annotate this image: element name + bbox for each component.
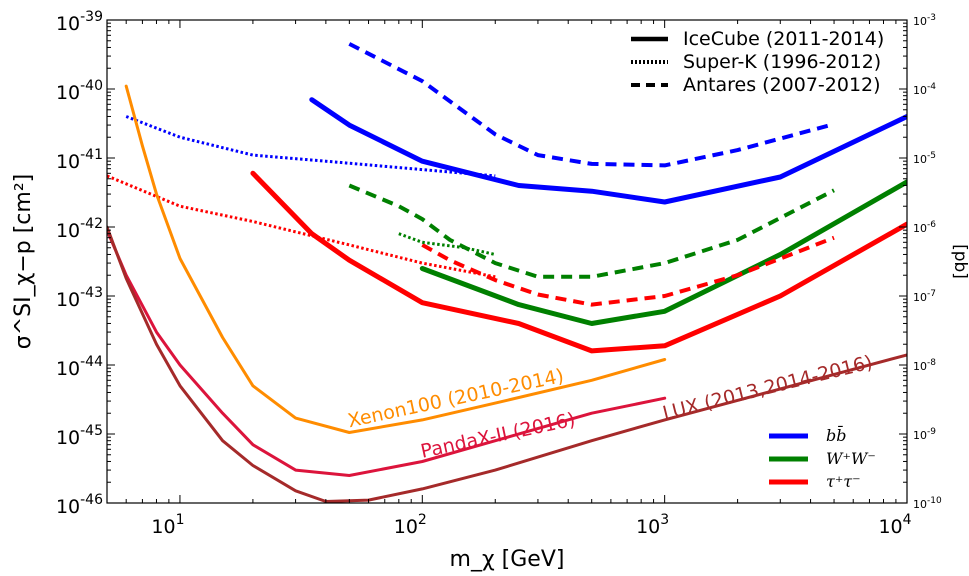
- legend-channel-label: bb̄: [826, 424, 846, 445]
- y-right-tick-label-base: 10: [913, 222, 927, 235]
- y-tick-label-exponent: -45: [80, 423, 103, 439]
- y-tick-label-base: 10: [56, 151, 80, 173]
- x-tick-label-exponent: 2: [418, 512, 427, 528]
- series-line-3: [348, 42, 835, 168]
- series-line-7: [107, 174, 496, 279]
- y-right-tick-label-exponent: -4: [927, 82, 936, 92]
- x-tick-label: 102: [394, 512, 427, 538]
- y-right-tick-label-base: 10: [913, 498, 927, 511]
- y-tick-label: 10-40: [56, 78, 103, 104]
- y-right-tick-label-exponent: -10: [927, 496, 942, 506]
- y-tick-label: 10-45: [56, 423, 103, 449]
- y-right-tick-label-exponent: -9: [927, 427, 936, 437]
- plot-frame: [106, 19, 908, 504]
- y-tick-label-exponent: -46: [80, 492, 103, 508]
- y-right-tick-label-exponent: -7: [927, 289, 936, 299]
- y-right-tick-label: 10-3: [913, 13, 936, 28]
- legend-layer: IceCube (2011-2014)Super-K (1996-2012)An…: [631, 28, 884, 491]
- x-tick-label-exponent: 1: [176, 512, 185, 528]
- y-tick-label-exponent: -42: [80, 216, 103, 232]
- x-tick-label-exponent: 3: [660, 512, 669, 528]
- y-right-tick-label: 10-5: [913, 151, 936, 166]
- y-right-tick-label: 10-9: [913, 427, 936, 442]
- annotation-label: LUX (2013,2014-2016): [661, 351, 875, 424]
- y-tick-label: 10-42: [56, 216, 103, 242]
- axes-layer: [106, 19, 908, 504]
- y-right-tick-label: 10-6: [913, 220, 936, 235]
- series-line-0: [309, 97, 907, 205]
- legend-style-label: Super-K (1996-2012): [683, 51, 881, 73]
- y-right-tick-label-base: 10: [913, 429, 927, 442]
- y-tick-label: 10-39: [56, 9, 103, 35]
- y-tick-label-base: 10: [56, 13, 80, 35]
- y-tick-label-base: 10: [56, 427, 80, 449]
- y-right-tick-label-exponent: -6: [927, 220, 936, 230]
- x-tick-label: 104: [878, 512, 911, 538]
- x-tick-label: 101: [151, 512, 184, 538]
- x-tick-label: 103: [636, 512, 669, 538]
- y-tick-label-exponent: -39: [80, 9, 103, 25]
- series-line-1: [419, 179, 907, 326]
- y-tick-label-base: 10: [56, 496, 80, 518]
- series-line-8: [398, 232, 496, 256]
- y-right-tick-label-base: 10: [913, 153, 927, 166]
- series-line-2: [250, 170, 907, 354]
- y-right-tick-label-base: 10: [913, 360, 927, 373]
- x-tick-label-base: 10: [878, 516, 902, 538]
- y-tick-label-base: 10: [56, 220, 80, 242]
- series-line-10: [107, 228, 667, 477]
- y-tick-label-base: 10: [56, 358, 80, 380]
- legend-channel-label: W⁺W⁻: [826, 449, 876, 468]
- y-tick-label-exponent: -43: [80, 285, 103, 301]
- y-tick-label-exponent: -44: [80, 354, 103, 370]
- x-tick-label-base: 10: [394, 516, 418, 538]
- series-line-4: [348, 183, 835, 279]
- y-right-tick-label: 10-7: [913, 289, 936, 304]
- y-tick-label: 10-41: [56, 147, 103, 173]
- x-tick-label-base: 10: [636, 516, 660, 538]
- y-right-tick-label-base: 10: [913, 15, 927, 28]
- y-right-tick-label: 10-8: [913, 358, 936, 373]
- x-tick-label-base: 10: [151, 516, 175, 538]
- x-tick-label-exponent: 4: [903, 512, 912, 528]
- y-right-axis-label: [pb]: [950, 244, 969, 279]
- series-line-9: [124, 84, 667, 434]
- y-right-tick-label-exponent: -8: [927, 358, 936, 368]
- y-tick-label: 10-43: [56, 285, 103, 311]
- y-right-tick-label-exponent: -3: [927, 13, 936, 23]
- y-right-tick-label: 10-10: [913, 496, 942, 511]
- legend-style-label: Antares (2007-2012): [683, 74, 881, 96]
- y-axis-label: σ^SI_χ−p [cm²]: [11, 174, 36, 349]
- y-tick-label: 10-46: [56, 492, 103, 518]
- y-right-tick-label-base: 10: [913, 84, 927, 97]
- y-right-tick-label-base: 10: [913, 291, 927, 304]
- x-axis-label: m_χ [GeV]: [450, 547, 565, 572]
- y-right-tick-label: 10-4: [913, 82, 936, 97]
- y-right-tick-label-exponent: -5: [927, 151, 936, 161]
- y-tick-label-exponent: -41: [80, 147, 103, 163]
- y-tick-label-base: 10: [56, 289, 80, 311]
- y-tick-label-exponent: -40: [80, 78, 103, 94]
- series-line-5: [421, 235, 835, 307]
- legend-style-label: IceCube (2011-2014): [683, 28, 884, 50]
- series-layer: [107, 42, 907, 503]
- legend-channel-label: τ⁺τ⁻: [826, 472, 861, 491]
- y-tick-label: 10-44: [56, 354, 103, 380]
- y-tick-label-base: 10: [56, 82, 80, 104]
